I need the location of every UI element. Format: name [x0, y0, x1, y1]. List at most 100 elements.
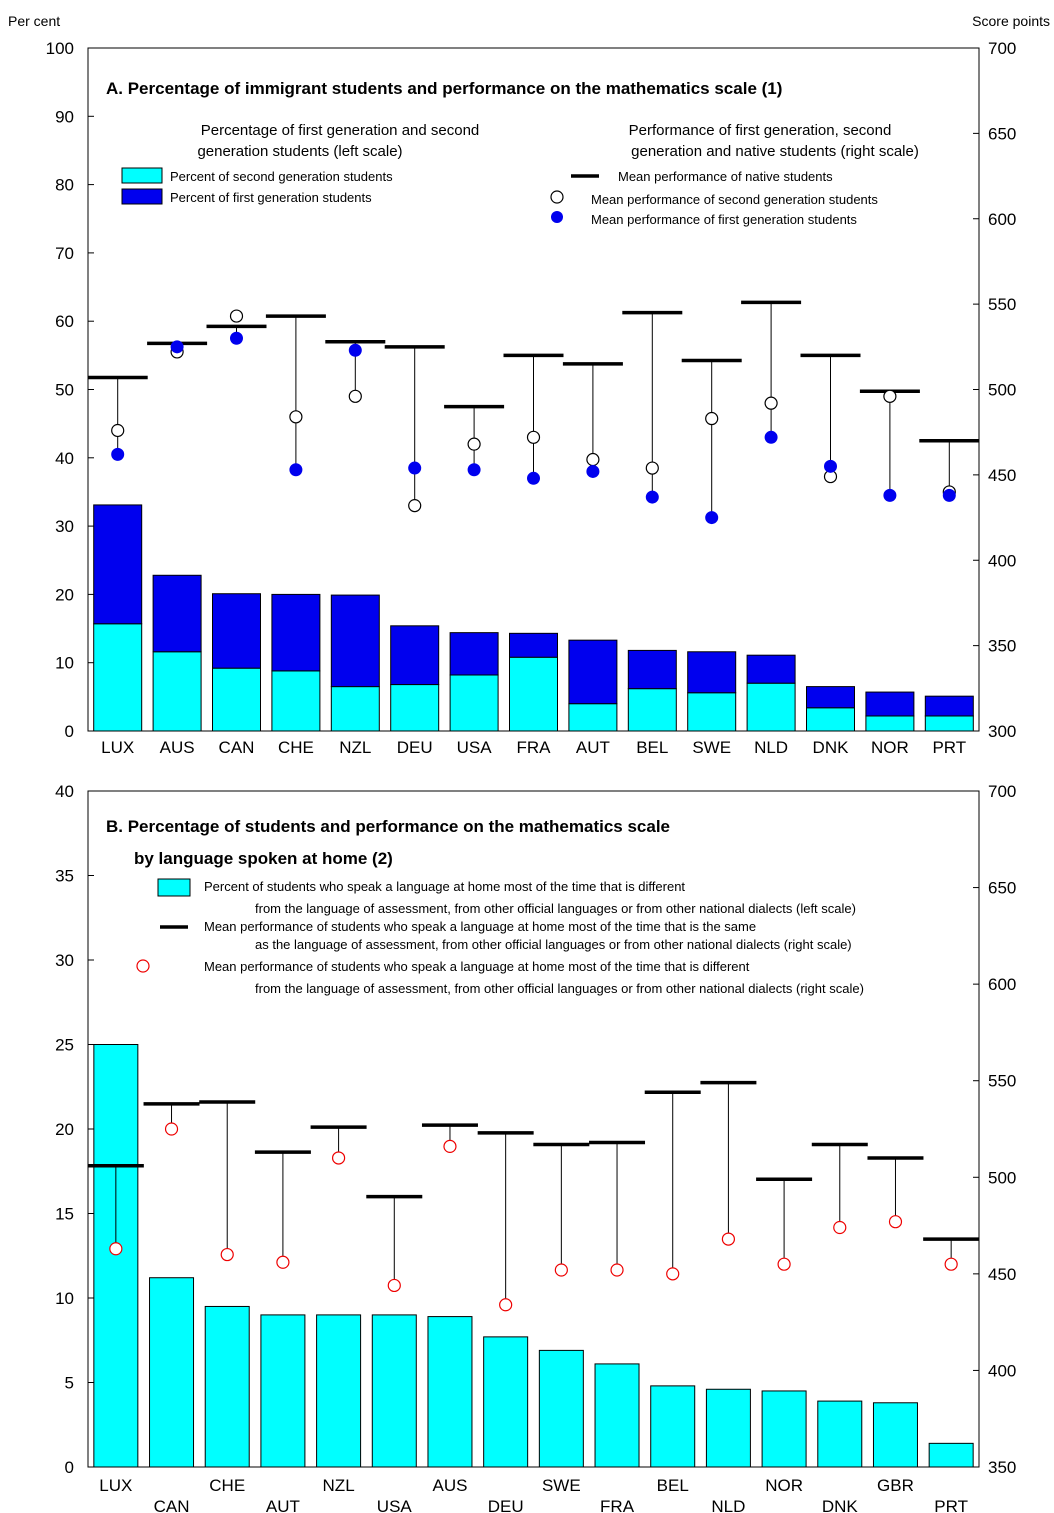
legend-swatch-different-language — [157, 878, 191, 897]
legend-label: Mean performance of students who speak a… — [204, 959, 750, 974]
category-label: PRT — [932, 738, 966, 757]
bar-different-language-nor — [761, 1390, 807, 1468]
bar-second-generation-bel — [627, 688, 677, 732]
legend-label: Mean performance of first generation stu… — [591, 212, 857, 227]
left-tick-label: 0 — [65, 1458, 74, 1477]
bar-different-language-aut — [260, 1314, 306, 1468]
category-label: BEL — [636, 738, 668, 757]
category-label: CHE — [278, 738, 314, 757]
left-tick-label: 35 — [55, 867, 74, 886]
bar-first-generation-swe — [687, 651, 737, 694]
legend-swatch-second-generation — [121, 167, 163, 184]
bar-first-generation-lux — [93, 504, 143, 625]
left-tick-label: 80 — [55, 176, 74, 195]
legend-marker-different-language-mean — [136, 959, 150, 973]
category-label: NLD — [754, 738, 788, 757]
category-label: NZL — [323, 1476, 355, 1495]
right-tick-label: 500 — [988, 1168, 1016, 1187]
bar-second-generation-lux — [93, 623, 143, 732]
bar-first-generation-usa — [449, 632, 499, 676]
right-tick-label: 650 — [988, 124, 1016, 143]
bar-different-language-dnk — [817, 1400, 863, 1468]
first-generation-mean-marker-aut — [586, 464, 600, 478]
category-label: AUS — [432, 1476, 467, 1495]
category-label: DEU — [488, 1497, 524, 1513]
bar-second-generation-can — [212, 667, 261, 732]
bar-different-language-nzl — [316, 1314, 362, 1468]
bar-first-generation-nzl — [330, 594, 380, 688]
legend-marker-first-generation-mean — [551, 211, 563, 223]
different-language-mean-marker-che — [220, 1247, 234, 1262]
left-tick-label: 10 — [55, 1289, 74, 1308]
bar-different-language-bel — [650, 1385, 696, 1468]
different-language-mean-marker-fra — [610, 1263, 624, 1277]
first-generation-mean-marker-che — [289, 463, 303, 477]
right-tick-label: 700 — [988, 782, 1016, 801]
first-generation-mean-marker-nor — [883, 488, 897, 502]
category-label: AUT — [576, 738, 610, 757]
right-tick-label: 400 — [988, 551, 1016, 570]
different-language-mean-marker-prt — [944, 1257, 958, 1271]
legend-label: Percent of second generation students — [170, 169, 393, 184]
bar-first-generation-aus — [152, 574, 202, 653]
right-tick-label: 300 — [988, 722, 1016, 741]
bar-second-generation-usa — [449, 674, 499, 732]
category-label: AUT — [266, 1497, 300, 1513]
second-generation-mean-marker-che — [289, 410, 303, 424]
bar-second-generation-aut — [568, 703, 618, 732]
left-tick-label: 30 — [55, 951, 74, 970]
legend-label: Mean performance of native students — [618, 169, 833, 184]
legend-label: Mean performance of students who speak a… — [204, 919, 756, 934]
category-label: FRA — [517, 738, 552, 757]
bar-first-generation-deu — [390, 625, 440, 686]
right-tick-label: 350 — [988, 1458, 1016, 1477]
different-language-mean-marker-dnk — [833, 1220, 847, 1235]
bar-first-generation-nor — [865, 691, 915, 717]
different-language-mean-marker-lux — [109, 1242, 123, 1256]
different-language-mean-marker-deu — [499, 1298, 513, 1312]
category-label: CAN — [154, 1497, 190, 1513]
right-tick-label: 450 — [988, 466, 1016, 485]
left-tick-label: 100 — [46, 39, 74, 58]
category-label: PRT — [934, 1497, 968, 1513]
different-language-mean-marker-nld — [721, 1232, 736, 1246]
right-tick-label: 600 — [988, 975, 1016, 994]
second-generation-mean-marker-nzl — [348, 389, 362, 403]
category-label: CHE — [209, 1476, 245, 1495]
panel-b-title: by language spoken at home (2) — [134, 849, 393, 868]
first-generation-mean-marker-dnk — [824, 459, 837, 473]
right-tick-label: 450 — [988, 1265, 1016, 1284]
category-label: AUS — [160, 738, 195, 757]
second-generation-mean-marker-bel — [645, 461, 659, 475]
right-tick-label: 550 — [988, 295, 1016, 314]
legend-swatch-first-generation — [121, 188, 163, 205]
first-generation-mean-marker-usa — [467, 463, 481, 477]
bar-different-language-usa — [371, 1314, 417, 1468]
legend-label: from the language of assessment, from ot… — [255, 981, 864, 996]
left-tick-label: 60 — [55, 312, 74, 331]
bar-different-language-nld — [705, 1388, 751, 1468]
category-label: LUX — [99, 1476, 132, 1495]
bar-first-generation-che — [271, 593, 321, 672]
second-generation-mean-marker-usa — [467, 437, 481, 451]
different-language-mean-marker-swe — [554, 1263, 568, 1277]
bar-different-language-aus — [427, 1316, 473, 1468]
bar-second-generation-fra — [509, 656, 558, 732]
panel-b: 0 5 10 15 20 25 30 35 40 350 400 450 500 550 600 650 700… — [55, 782, 1016, 1513]
right-axis-unit: Score points — [972, 13, 1050, 29]
category-label: FRA — [600, 1497, 635, 1513]
second-generation-mean-marker-aut — [586, 452, 600, 467]
bar-second-generation-dnk — [806, 707, 855, 732]
first-generation-mean-marker-aus — [170, 340, 184, 354]
category-label: NOR — [765, 1476, 803, 1495]
right-tick-label: 350 — [988, 637, 1016, 656]
bar-second-generation-che — [271, 670, 321, 732]
left-tick-label: 15 — [55, 1205, 74, 1224]
category-label: NOR — [871, 738, 909, 757]
first-generation-mean-marker-can — [230, 331, 243, 345]
first-generation-mean-marker-swe — [705, 511, 719, 525]
category-label: DNK — [813, 738, 850, 757]
second-generation-mean-marker-fra — [526, 430, 541, 444]
second-generation-mean-marker-can — [229, 309, 244, 323]
